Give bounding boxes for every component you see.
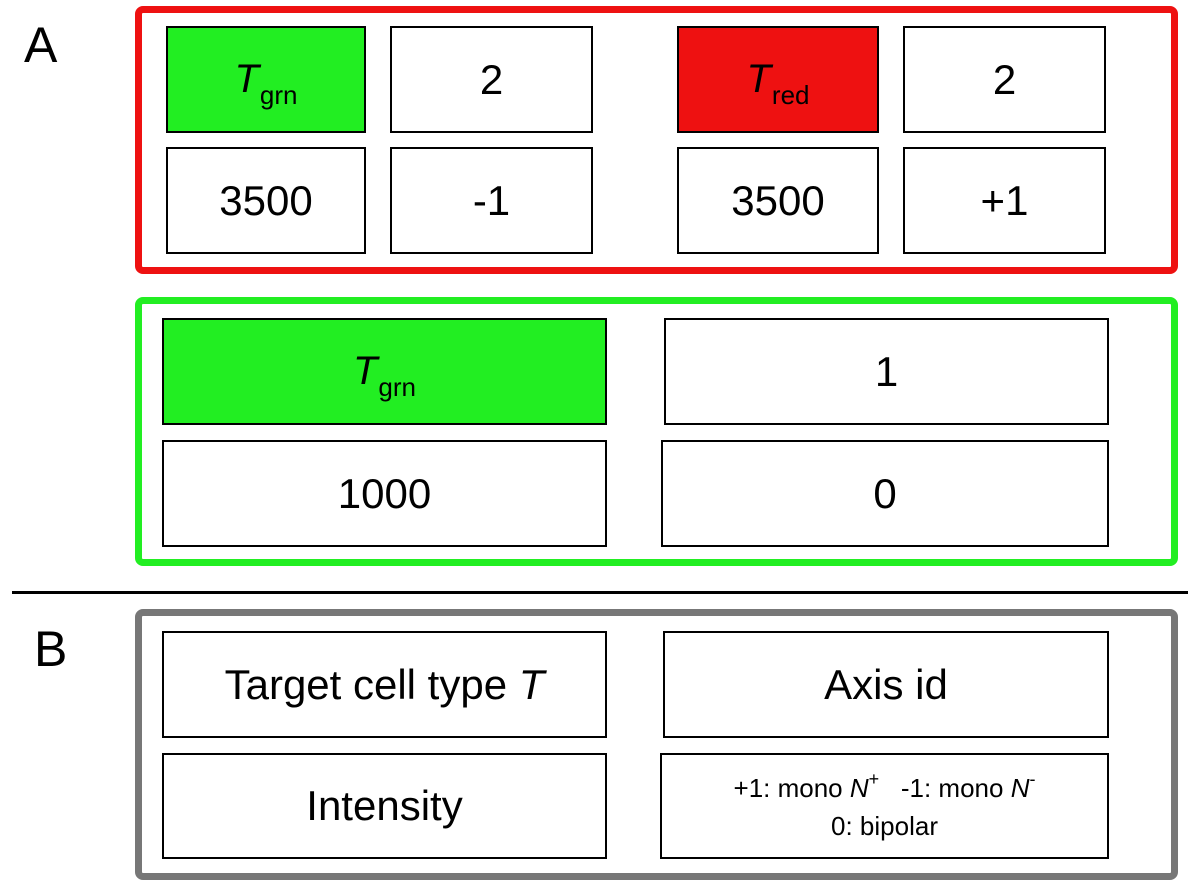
red-group-left-intensity-cell: 3500: [166, 147, 366, 254]
legend-intensity-cell: Intensity: [162, 753, 607, 859]
intensity-value: 3500: [731, 176, 825, 224]
legend-frame: [135, 609, 1178, 880]
panel-a-letter: A: [24, 17, 58, 73]
axis-id-value: 1: [874, 347, 899, 395]
green-group-axis-cell: 1: [664, 318, 1109, 425]
red-group-left-target-cell: Tgrn: [166, 26, 366, 133]
axis-id-value: 2: [992, 55, 1017, 103]
green-group-intensity-cell: 1000: [162, 440, 607, 547]
intensity-value: 1000: [337, 469, 432, 517]
panel-separator: [12, 591, 1188, 594]
polarity-mono-line: +1: mono N+ -1: mono N-: [733, 769, 1036, 804]
polarity-value: 0: [873, 469, 897, 517]
green-group-target-cell: Tgrn: [162, 318, 607, 425]
legend-polarity-cell: +1: mono N+ -1: mono N- 0: bipolar: [660, 753, 1109, 859]
axis-id-value: 2: [479, 55, 504, 103]
red-group-right-axis-cell: 2: [903, 26, 1106, 133]
legend-axis-label: Axis id: [824, 660, 948, 708]
red-group-right-target-cell: Tred: [677, 26, 879, 133]
target-subscript: grn: [259, 80, 298, 110]
green-group-frame: [135, 297, 1178, 566]
target-symbol: Tred: [746, 57, 810, 110]
target-subscript: red: [771, 80, 810, 110]
polarity-bipolar-line: 0: bipolar: [831, 811, 938, 841]
legend-intensity-label: Intensity: [306, 782, 463, 829]
red-group-right-intensity-cell: 3500: [677, 147, 879, 254]
polarity-value: +1: [980, 176, 1029, 224]
green-group-polarity-cell: 0: [661, 440, 1109, 547]
polarity-value: -1: [472, 176, 511, 224]
red-group-frame: [135, 6, 1178, 274]
intensity-value: 3500: [219, 176, 313, 224]
panel-b-letter: B: [34, 621, 68, 677]
red-group-right-polarity-cell: +1: [903, 147, 1106, 254]
legend-axis-cell: Axis id: [663, 631, 1109, 738]
target-subscript: grn: [378, 372, 416, 402]
target-symbol: Tgrn: [234, 57, 298, 110]
red-group-left-axis-cell: 2: [390, 26, 593, 133]
red-group-left-polarity-cell: -1: [390, 147, 593, 254]
legend-target-cell: Target cell type T: [162, 631, 607, 738]
target-symbol: Tgrn: [352, 349, 416, 402]
legend-target-label: Target cell type T: [224, 660, 545, 708]
